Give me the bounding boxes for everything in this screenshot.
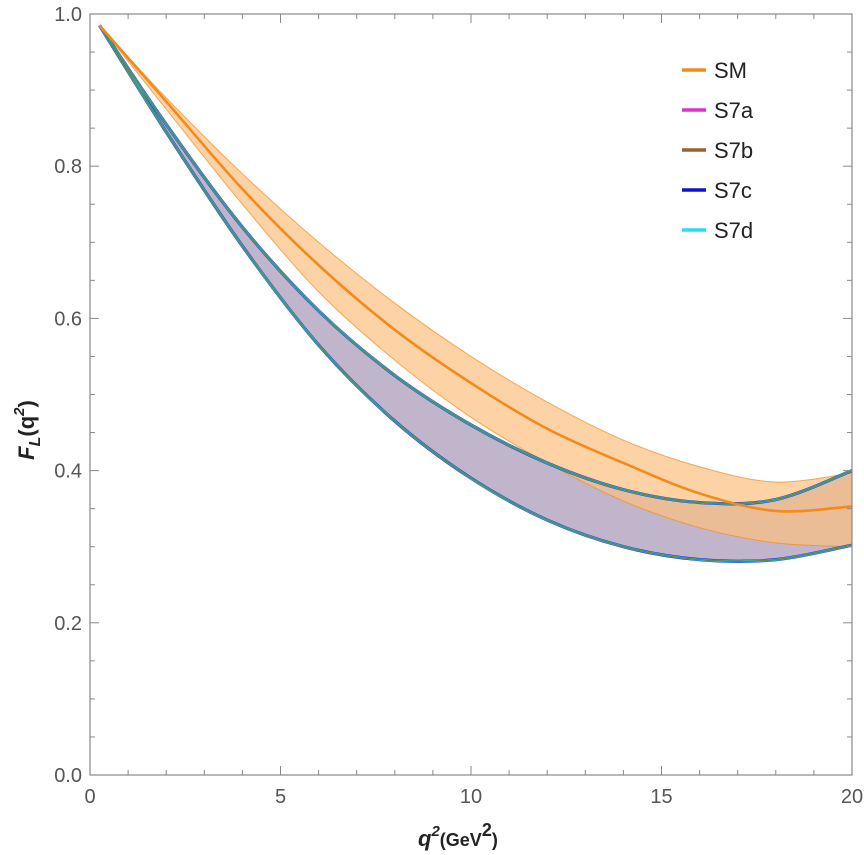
x-axis-title: q2(GeV2) [418,820,498,851]
sm-lower-edge [99,25,853,548]
x-tick-label: 10 [460,786,482,808]
y-title-close: ) [14,400,39,407]
line-s7a-lower [99,25,853,562]
x-title-unit-open: (GeV [440,830,482,850]
legend-label-sm: SM [714,58,747,83]
bands-layer [99,25,852,562]
legend: SM S7a S7b S7c S7d [682,58,754,243]
band-sm [99,25,852,547]
y-title-open: (q [14,416,39,437]
axes-layer: 0 5 10 15 20 0.0 0.2 0.4 0.6 0.8 1.0 [54,4,863,808]
x-tick-label: 15 [650,786,672,808]
legend-label-s7c: S7c [714,178,752,203]
y-axis-title: FL(q2) [11,400,44,460]
x-title-unit-close: ) [492,830,498,850]
sm-upper-edge [99,25,853,483]
lines-layer [98,24,853,563]
line-sm-central [98,24,853,513]
line-s7a-upper [99,25,853,505]
y-tick-label: 0.4 [54,461,82,483]
y-title-sup: 2 [11,407,28,417]
y-tick-label: 0.0 [54,765,82,787]
x-tick-label: 20 [841,786,863,808]
y-tick-label: 1.0 [54,4,82,26]
legend-label-s7a: S7a [714,98,754,123]
y-title-sub: L [27,437,44,447]
y-title-symbol: F [14,446,39,460]
x-tick-label: 0 [84,786,95,808]
y-tick-label: 0.2 [54,613,82,635]
x-title-unit-sup: 2 [482,820,492,840]
y-tick-label: 0.8 [54,156,82,178]
legend-label-s7b: S7b [714,138,753,163]
legend-label-s7d: S7d [714,218,753,243]
x-tick-label: 5 [275,786,286,808]
x-title-symbol: q [418,826,432,851]
y-tick-label: 0.6 [54,308,82,330]
x-title-sup: 2 [430,823,440,840]
